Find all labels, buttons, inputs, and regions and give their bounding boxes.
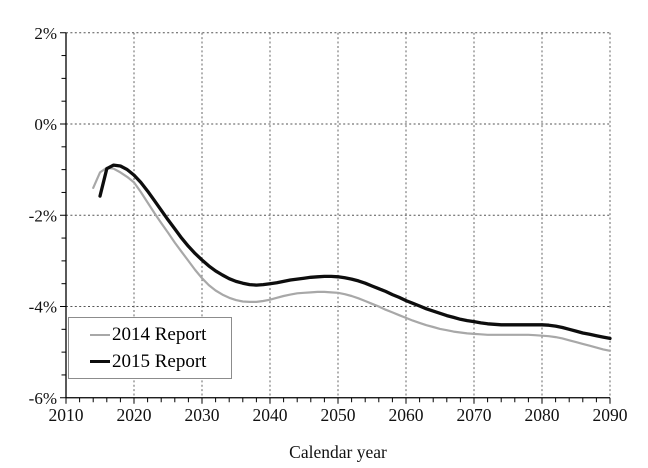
y-tick-label: -2%	[29, 206, 57, 225]
y-tick-label: -4%	[29, 298, 57, 317]
horizontal-gridlines	[66, 32, 610, 307]
legend-label-2015: 2015 Report	[112, 350, 207, 372]
x-axis-title: Calendar year	[289, 442, 387, 462]
legend-label-2014: 2014 Report	[112, 324, 207, 346]
legend-item-2015-report: 2015 Report	[90, 352, 231, 371]
x-tick-label: 2070	[457, 405, 492, 425]
x-tick-label: 2060	[389, 405, 424, 425]
y-tick-label: 0%	[34, 115, 57, 134]
legend-swatch-2014-line	[90, 333, 110, 336]
x-tick-label: 2090	[593, 405, 628, 425]
axis-ticks	[60, 32, 611, 404]
legend: 2014 Report 2015 Report	[68, 317, 232, 379]
y-tick-label: -6%	[29, 389, 57, 408]
x-tick-label: 2030	[185, 405, 220, 425]
x-tick-label: 2040	[253, 405, 288, 425]
legend-swatch-2015-line	[90, 359, 110, 363]
tick-labels: 2% 0% -2% -4% -6%2010 2020 2030 2040 2050 2060 207…	[29, 24, 628, 425]
y-tick-label: 2%	[34, 24, 57, 43]
series-line-2015-report	[98, 163, 612, 341]
x-tick-label: 2080	[525, 405, 560, 425]
x-tick-label: 2050	[321, 405, 356, 425]
x-tick-label: 2010	[49, 405, 84, 425]
legend-item-2014-report: 2014 Report	[90, 325, 231, 344]
x-tick-label: 2020	[117, 405, 152, 425]
series-line-2014-report	[92, 166, 612, 352]
